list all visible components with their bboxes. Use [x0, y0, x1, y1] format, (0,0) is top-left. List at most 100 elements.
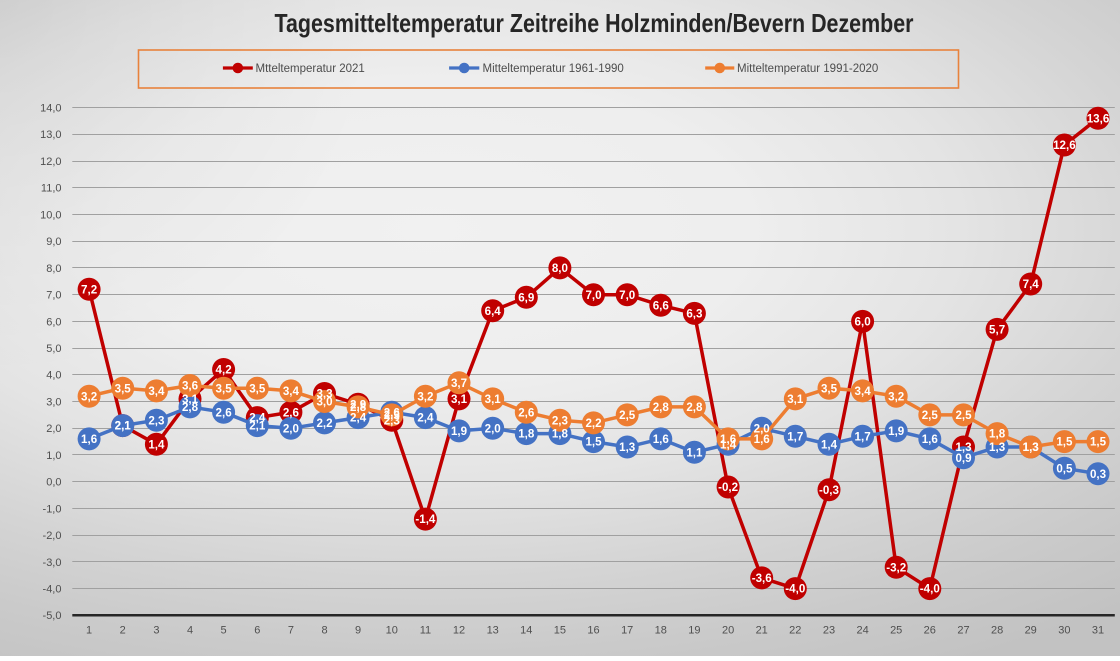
svg-text:3,4: 3,4 — [855, 385, 872, 398]
svg-text:6,6: 6,6 — [653, 299, 670, 312]
svg-text:6: 6 — [254, 624, 260, 636]
svg-text:1,4: 1,4 — [720, 438, 737, 451]
svg-text:3,5: 3,5 — [821, 382, 838, 395]
svg-text:2,4: 2,4 — [417, 412, 434, 425]
svg-text:1,3: 1,3 — [1023, 441, 1040, 454]
svg-text:3,3: 3,3 — [316, 388, 333, 401]
svg-text:2,6: 2,6 — [216, 406, 233, 419]
svg-text:-3,6: -3,6 — [752, 572, 773, 585]
svg-text:-4,0: -4,0 — [920, 583, 940, 596]
svg-text:4,2: 4,2 — [216, 364, 232, 377]
svg-text:29: 29 — [1025, 624, 1037, 636]
svg-text:3: 3 — [153, 624, 159, 636]
svg-text:0,9: 0,9 — [955, 452, 972, 465]
svg-text:-0,3: -0,3 — [819, 484, 840, 497]
svg-text:2,3: 2,3 — [384, 414, 401, 427]
svg-text:8,0: 8,0 — [46, 263, 61, 275]
svg-text:17: 17 — [621, 624, 633, 636]
svg-text:2,9: 2,9 — [350, 398, 367, 411]
svg-text:18: 18 — [655, 624, 667, 636]
svg-text:3,5: 3,5 — [216, 382, 233, 395]
svg-text:12,6: 12,6 — [1053, 139, 1076, 152]
svg-text:-4,0: -4,0 — [43, 584, 62, 596]
svg-text:3,0: 3,0 — [316, 396, 332, 409]
svg-text:13,0: 13,0 — [40, 129, 61, 141]
svg-text:3,5: 3,5 — [249, 382, 266, 395]
svg-text:3,7: 3,7 — [451, 377, 467, 390]
svg-text:3,0: 3,0 — [46, 396, 61, 408]
svg-text:3,5: 3,5 — [115, 382, 132, 395]
svg-text:2,5: 2,5 — [922, 409, 939, 422]
svg-text:16: 16 — [587, 624, 599, 636]
svg-text:3,1: 3,1 — [485, 393, 502, 406]
svg-text:2,3: 2,3 — [148, 414, 165, 427]
svg-text:14,0: 14,0 — [40, 103, 61, 115]
svg-text:13,6: 13,6 — [1087, 112, 1110, 125]
svg-text:3,4: 3,4 — [148, 385, 165, 398]
svg-text:7,0: 7,0 — [619, 289, 635, 302]
svg-text:7,4: 7,4 — [1023, 278, 1040, 291]
svg-text:6,4: 6,4 — [485, 305, 502, 318]
svg-text:1,4: 1,4 — [821, 438, 838, 451]
svg-text:0,5: 0,5 — [1056, 462, 1073, 475]
svg-text:25: 25 — [890, 624, 902, 636]
svg-text:2,8: 2,8 — [686, 401, 703, 414]
svg-text:1,3: 1,3 — [989, 441, 1006, 454]
svg-text:8: 8 — [321, 624, 327, 636]
svg-text:1,6: 1,6 — [720, 433, 737, 446]
svg-text:2,3: 2,3 — [552, 414, 569, 427]
svg-text:-1,0: -1,0 — [43, 503, 62, 515]
svg-text:2,6: 2,6 — [384, 406, 401, 419]
svg-text:2,1: 2,1 — [115, 420, 132, 433]
svg-text:-0,2: -0,2 — [718, 481, 738, 494]
svg-text:2,0: 2,0 — [46, 423, 61, 435]
svg-text:Mitteltemperatur 1961-1990: Mitteltemperatur 1961-1990 — [483, 63, 624, 75]
svg-text:2,2: 2,2 — [316, 417, 332, 430]
svg-text:3,2: 3,2 — [417, 390, 433, 403]
svg-text:1: 1 — [86, 624, 92, 636]
svg-text:Tagesmitteltemperatur Zeitreih: Tagesmitteltemperatur Zeitreihe Holzmind… — [275, 8, 914, 38]
svg-text:1,8: 1,8 — [552, 428, 569, 441]
svg-text:15: 15 — [554, 624, 566, 636]
svg-text:1,3: 1,3 — [619, 441, 636, 454]
svg-text:1,9: 1,9 — [888, 425, 905, 438]
svg-text:6,9: 6,9 — [518, 291, 535, 304]
svg-text:2,5: 2,5 — [619, 409, 636, 422]
svg-text:-3,0: -3,0 — [43, 557, 62, 569]
svg-text:3,1: 3,1 — [451, 393, 468, 406]
svg-text:3,2: 3,2 — [81, 390, 97, 403]
svg-text:3,6: 3,6 — [182, 380, 199, 393]
svg-text:Mtteltemperatur 2021: Mtteltemperatur 2021 — [256, 63, 365, 75]
svg-text:3,4: 3,4 — [283, 385, 300, 398]
svg-text:2,6: 2,6 — [283, 406, 300, 419]
svg-text:-3,2: -3,2 — [886, 561, 906, 574]
svg-text:24: 24 — [856, 624, 868, 636]
svg-text:2,8: 2,8 — [653, 401, 670, 414]
svg-text:2,6: 2,6 — [518, 406, 535, 419]
svg-text:5: 5 — [221, 624, 227, 636]
svg-text:6,0: 6,0 — [46, 316, 61, 328]
svg-text:4,0: 4,0 — [46, 370, 61, 382]
svg-text:19: 19 — [688, 624, 700, 636]
svg-text:23: 23 — [823, 624, 835, 636]
svg-text:-4,0: -4,0 — [785, 583, 805, 596]
svg-text:1,7: 1,7 — [855, 430, 871, 443]
svg-text:7,2: 7,2 — [81, 283, 97, 296]
svg-text:2,1: 2,1 — [249, 420, 266, 433]
svg-text:7: 7 — [288, 624, 294, 636]
svg-text:26: 26 — [924, 624, 936, 636]
svg-text:1,9: 1,9 — [451, 425, 468, 438]
svg-text:22: 22 — [789, 624, 801, 636]
svg-text:12,0: 12,0 — [40, 156, 61, 168]
svg-text:-2,0: -2,0 — [43, 530, 62, 542]
svg-text:11: 11 — [420, 624, 431, 636]
svg-text:Mitteltemperatur 1991-2020: Mitteltemperatur 1991-2020 — [737, 63, 878, 75]
svg-text:28: 28 — [991, 624, 1003, 636]
svg-text:2,2: 2,2 — [585, 417, 601, 430]
svg-text:5,0: 5,0 — [46, 343, 61, 355]
svg-text:20: 20 — [722, 624, 734, 636]
svg-text:2,4: 2,4 — [350, 412, 367, 425]
svg-text:11,0: 11,0 — [41, 183, 62, 195]
svg-text:1,0: 1,0 — [46, 450, 61, 462]
svg-text:10: 10 — [386, 624, 398, 636]
